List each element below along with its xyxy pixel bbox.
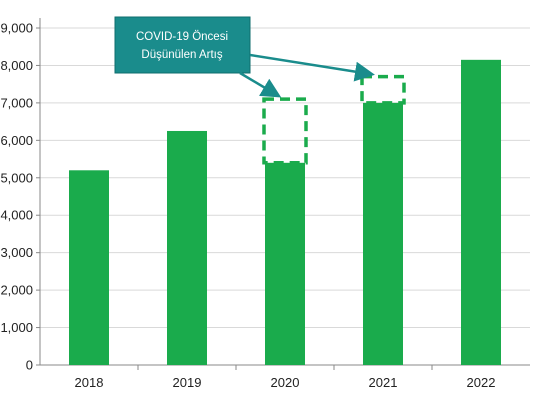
y-tick-label: 6,000 bbox=[0, 133, 33, 148]
x-tick-label: 2021 bbox=[369, 375, 398, 390]
x-tick-label: 2018 bbox=[75, 375, 104, 390]
bar-2021 bbox=[363, 102, 403, 365]
y-tick-labels: 0 1,000 2,000 3,000 4,000 5,000 6,000 7,000 8,00… bbox=[0, 21, 33, 373]
annotation-arrow-2020 bbox=[239, 71, 282, 98]
x-tick-label: 2020 bbox=[271, 375, 300, 390]
y-tick-label: 5,000 bbox=[0, 170, 33, 185]
annotation-arrow-2021 bbox=[249, 53, 375, 82]
y-tick-label: 0 bbox=[26, 358, 33, 373]
x-tick-label: 2019 bbox=[173, 375, 202, 390]
annotation-line-2: Düşünülen Artış bbox=[141, 49, 222, 61]
y-tick-label: 4,000 bbox=[0, 208, 33, 223]
expected-box-2021 bbox=[360, 74, 406, 105]
y-tick-label: 7,000 bbox=[0, 95, 33, 110]
y-tick-label: 1,000 bbox=[0, 320, 33, 335]
y-tick-label: 8,000 bbox=[0, 58, 33, 73]
y-tick-label: 9,000 bbox=[0, 21, 33, 36]
x-tick-labels: 2018 2019 2020 2021 2022 bbox=[75, 375, 496, 390]
y-tick-label: 2,000 bbox=[0, 283, 33, 298]
x-tick-label: 2022 bbox=[467, 375, 496, 390]
annotation-box bbox=[114, 16, 251, 74]
bar-2018 bbox=[69, 170, 109, 365]
y-tick-label: 3,000 bbox=[0, 245, 33, 260]
bar-2022 bbox=[461, 59, 501, 365]
annotation-callout: COVID-19 Öncesi Düşünülen Artış bbox=[114, 16, 375, 98]
bar-2020 bbox=[265, 162, 305, 365]
bars bbox=[69, 59, 501, 365]
pre-covid-expected-boxes bbox=[262, 74, 406, 165]
bar-2019 bbox=[167, 130, 207, 365]
expected-box-2020 bbox=[262, 97, 308, 165]
annotation-line-1: COVID-19 Öncesi bbox=[136, 31, 228, 43]
